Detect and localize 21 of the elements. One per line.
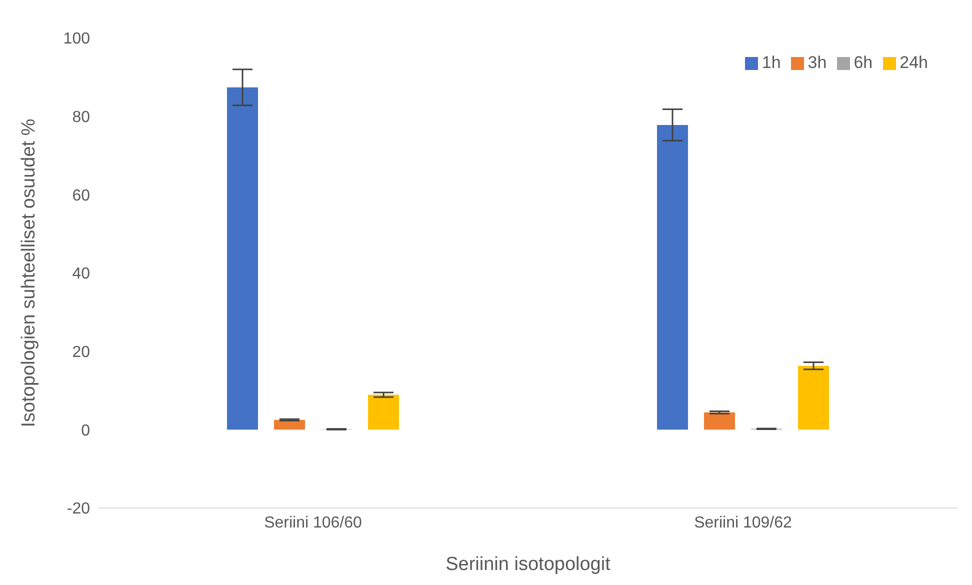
legend-label: 24h [900,53,928,72]
y-tick-label: -20 [66,500,90,518]
bar [704,412,735,430]
y-tick-label: 40 [72,266,90,283]
legend-label: 1h [762,53,781,72]
y-tick-label: 0 [81,422,90,440]
y-tick-label: 20 [72,344,90,362]
bar [657,124,688,430]
y-tick-label: 100 [63,30,90,48]
bar [798,366,829,430]
y-tick-label: 80 [72,109,90,126]
x-axis-title: Seriinin isotopologit [446,554,612,575]
legend-label: 6h [854,53,873,72]
legend-label: 3h [808,53,827,72]
bar [227,87,258,430]
y-tick-label: 60 [72,187,90,204]
x-tick-label: Seriini 109/62 [694,514,792,532]
bar [274,420,305,430]
y-axis-title: Isotopologien suhteelliset osuudet % [18,118,40,428]
x-tick-label: Seriini 106/60 [264,514,362,532]
bar [368,394,399,430]
